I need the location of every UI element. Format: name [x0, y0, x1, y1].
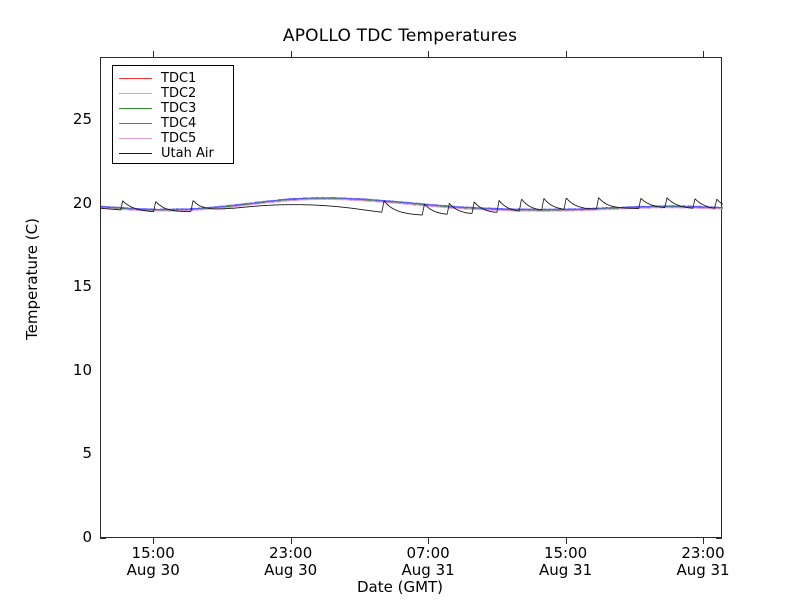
legend-label: TDC5 [161, 131, 197, 146]
y-tick-label: 0 [82, 528, 92, 546]
x-axis-label: Date (GMT) [356, 578, 444, 596]
x-tick-label: 07:00 Aug 31 [368, 545, 488, 579]
y-tick-label: 25 [72, 110, 92, 129]
x-tick-date: Aug 31 [538, 561, 593, 579]
legend-item-tdc1[interactable]: TDC1 [119, 71, 233, 86]
legend-item-tdc2[interactable]: TDC2 [119, 86, 233, 101]
x-tick-mark-top [703, 51, 705, 57]
x-tick-date: Aug 30 [126, 561, 180, 579]
legend-color-swatch [119, 78, 152, 79]
x-tick-mark-top [153, 51, 155, 57]
y-tick-mark [100, 538, 106, 539]
legend-color-swatch [119, 123, 152, 124]
x-tick-mark [428, 538, 430, 544]
x-tick-label: 15:00 Aug 31 [506, 545, 626, 579]
legend-label: Utah Air [161, 146, 214, 161]
x-tick-date: Aug 31 [401, 561, 455, 579]
x-tick-mark [153, 538, 155, 544]
x-tick-date: Aug 30 [264, 561, 318, 579]
x-tick-label: 15:00 Aug 30 [93, 545, 213, 579]
y-tick-label: 10 [72, 360, 92, 379]
x-tick-mark-top [565, 51, 567, 57]
x-tick-date: Aug 31 [676, 561, 730, 579]
legend-label: TDC1 [161, 71, 197, 86]
legend-item-tdc4[interactable]: TDC4 [119, 116, 233, 131]
y-tick-label: 5 [82, 444, 92, 463]
legend-color-swatch [119, 93, 152, 94]
x-tick-mark [290, 538, 292, 544]
legend-label: TDC3 [161, 101, 197, 116]
x-tick-mark [565, 538, 567, 544]
legend-label: TDC2 [161, 86, 197, 101]
legend-item-utah-air[interactable]: Utah Air [119, 146, 233, 161]
x-tick-mark-top [428, 51, 430, 57]
chart-title: APOLLO TDC Temperatures [282, 26, 518, 46]
x-tick-mark [703, 538, 705, 544]
legend-label: TDC4 [161, 116, 197, 131]
x-tick-label: 23:00 Aug 31 [643, 545, 763, 579]
legend: TDC1 TDC2 TDC3 TDC4 TDC5 Utah Air [112, 65, 234, 164]
x-tick-time: 23:00 [681, 544, 725, 562]
x-tick-time: 23:00 [269, 544, 313, 562]
x-tick-label: 23:00 Aug 30 [231, 545, 351, 579]
legend-color-swatch [119, 153, 152, 154]
legend-color-swatch [119, 138, 152, 139]
y-tick-label: 15 [72, 277, 92, 296]
x-tick-mark-top [290, 51, 292, 57]
legend-color-swatch [119, 108, 152, 109]
legend-item-tdc5[interactable]: TDC5 [119, 131, 233, 146]
plot-svg [101, 58, 723, 539]
x-tick-time: 15:00 [131, 544, 175, 562]
series-line-tdc5 [101, 199, 723, 211]
x-tick-time: 15:00 [543, 544, 588, 562]
series-line-utah-air [101, 198, 723, 215]
legend-item-tdc3[interactable]: TDC3 [119, 101, 233, 116]
y-tick-mark-right [716, 538, 722, 539]
y-tick-label: 20 [72, 193, 92, 212]
x-tick-time: 07:00 [406, 544, 450, 562]
